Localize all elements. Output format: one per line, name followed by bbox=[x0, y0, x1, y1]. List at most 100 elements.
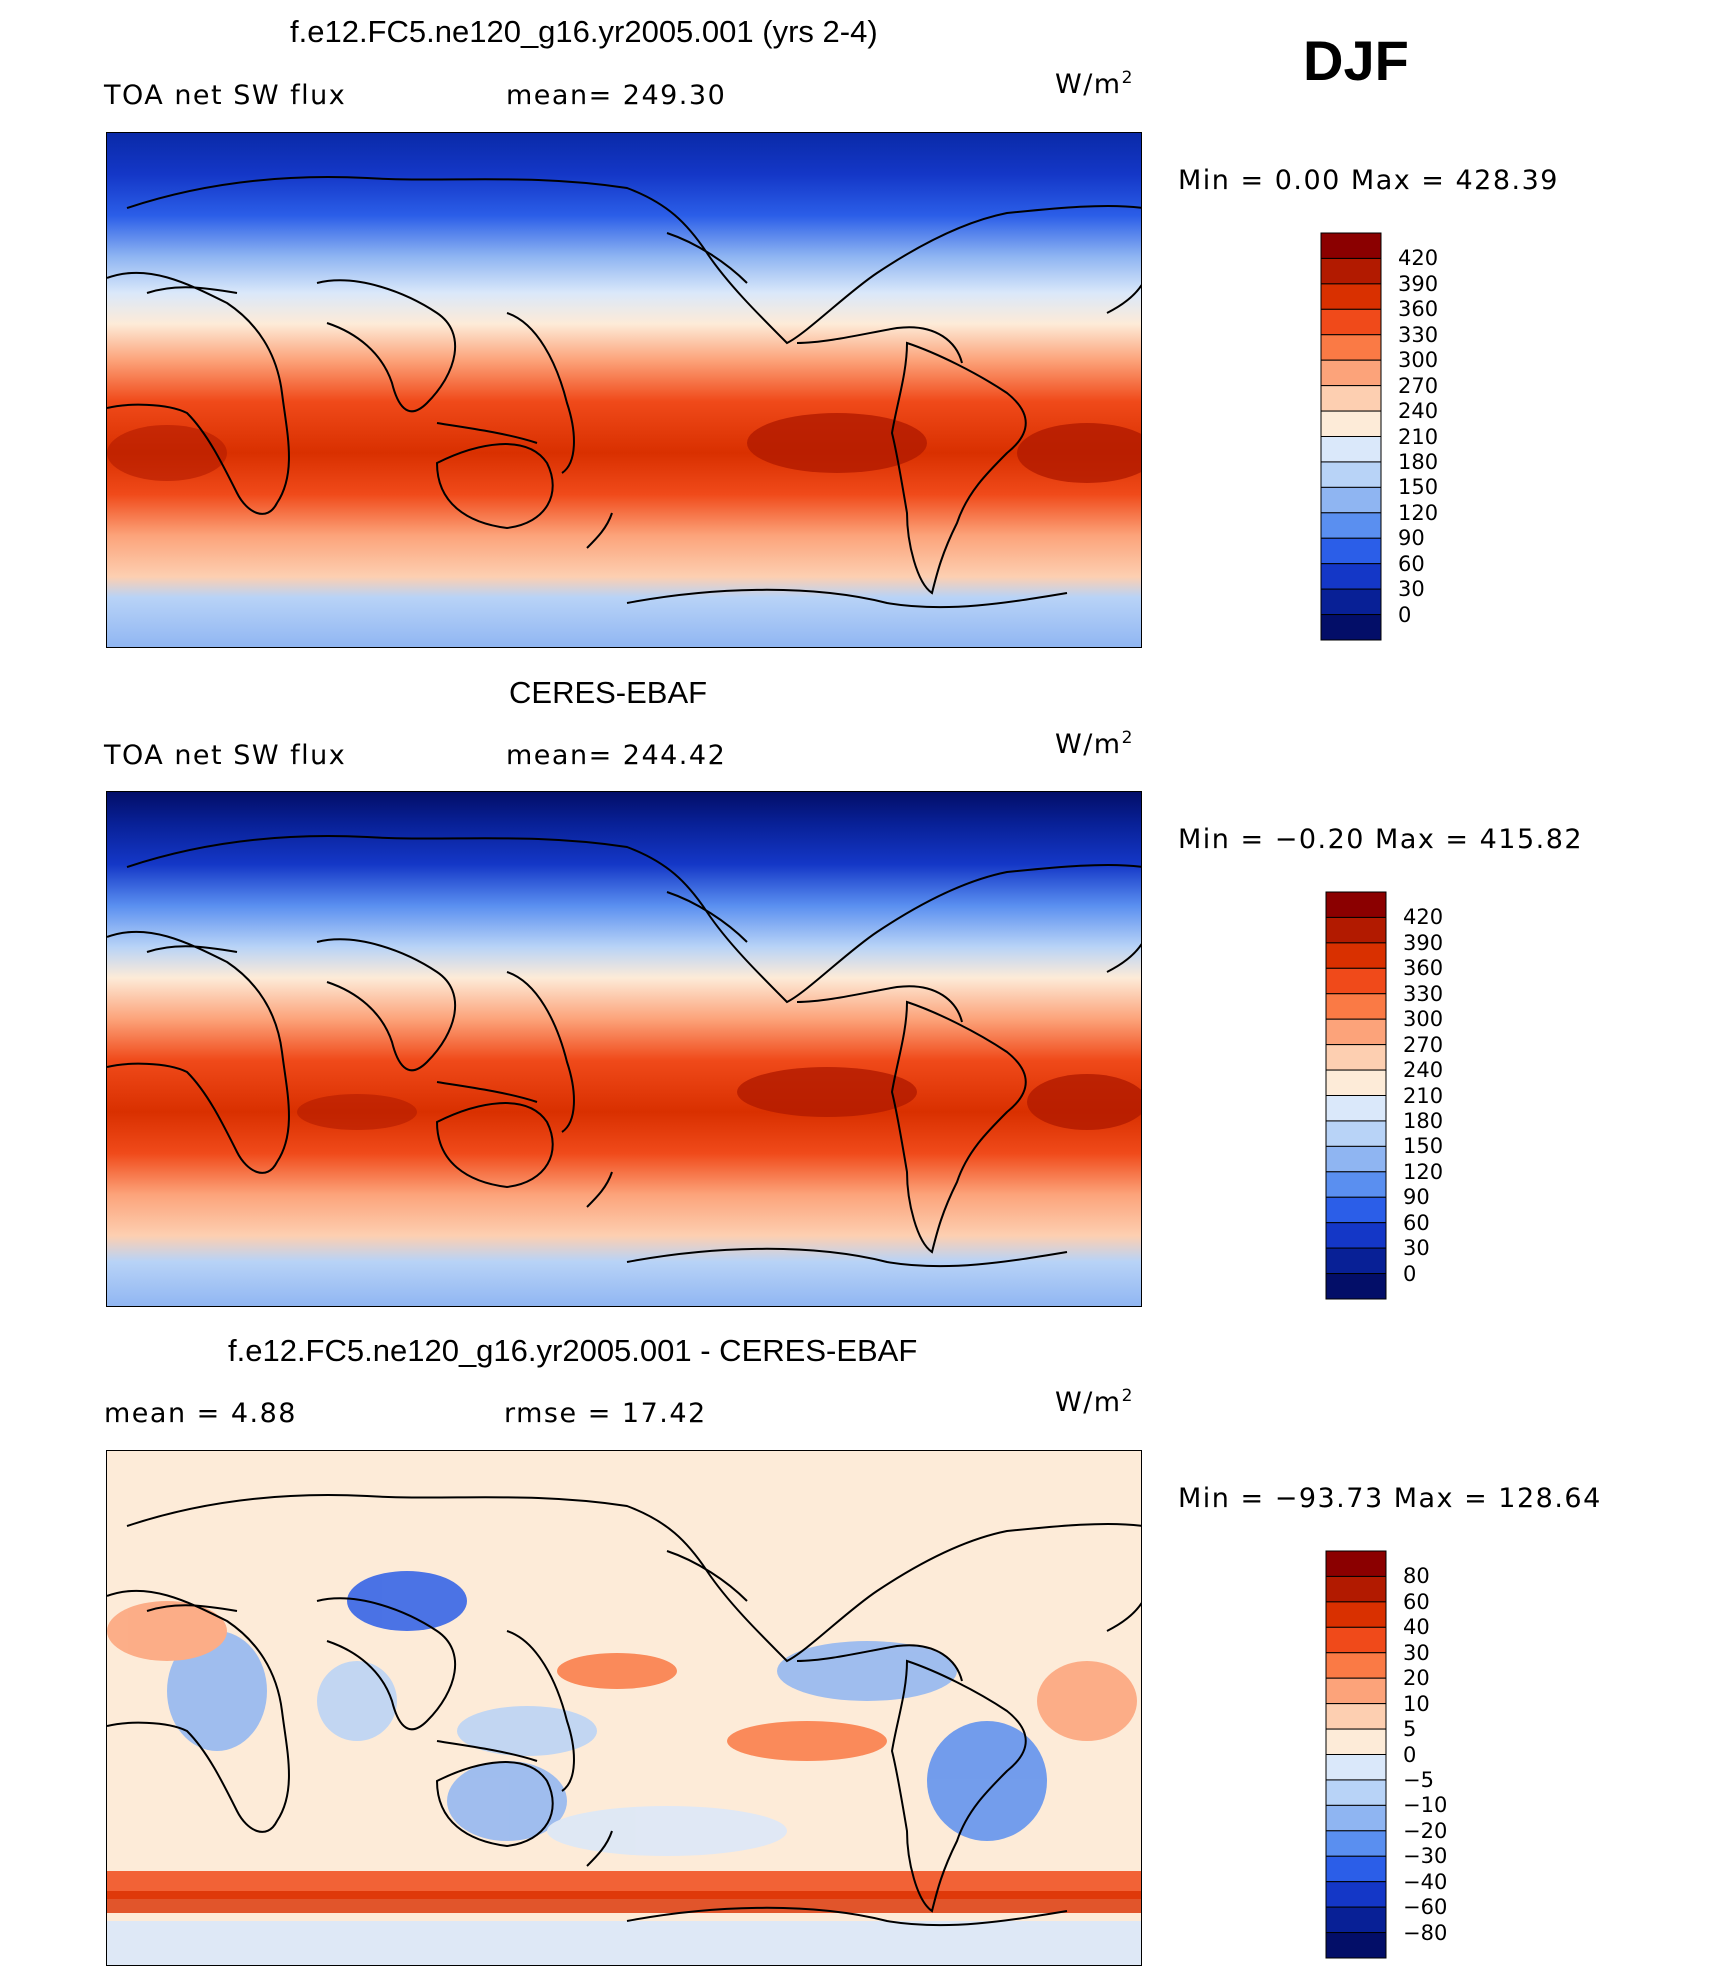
colorbar-box bbox=[1320, 257, 1382, 285]
colorbar-tick-label: 270 bbox=[1403, 1032, 1444, 1057]
colorbar-tick-label: 0 bbox=[1398, 602, 1412, 627]
panel-3-units: W/m2 bbox=[1055, 1386, 1134, 1418]
colorbar-box bbox=[1325, 1069, 1387, 1096]
colorbar-box bbox=[1320, 512, 1382, 539]
colorbar-tick-label: −20 bbox=[1403, 1818, 1448, 1843]
panel-3-minmax: Min = −93.73 Max = 128.64 bbox=[1178, 1483, 1602, 1514]
colorbar-tick-label: 210 bbox=[1398, 424, 1439, 449]
colorbar-tick-label: 5 bbox=[1403, 1717, 1417, 1742]
colorbar-box bbox=[1320, 232, 1382, 259]
colorbar-tick-label: 60 bbox=[1403, 1210, 1430, 1235]
colorbar-tick-label: 0 bbox=[1403, 1742, 1417, 1767]
colorbar-box bbox=[1325, 1550, 1387, 1577]
colorbar-box bbox=[1325, 1703, 1387, 1730]
panel-1-units: W/m2 bbox=[1055, 68, 1134, 100]
colorbar-box bbox=[1325, 1273, 1387, 1300]
panel-1-minmax: Min = 0.00 Max = 428.39 bbox=[1178, 165, 1559, 196]
colorbar-tick-label: 270 bbox=[1398, 373, 1439, 398]
colorbar-tick-label: 420 bbox=[1403, 905, 1444, 930]
season-label: DJF bbox=[1303, 29, 1409, 92]
panel-3-mean-label: mean = 4.88 bbox=[104, 1398, 297, 1429]
colorbar-box bbox=[1320, 436, 1382, 463]
colorbar-tick-label: 60 bbox=[1403, 1589, 1430, 1614]
colorbar-tick-label: 40 bbox=[1403, 1615, 1430, 1640]
colorbar-box bbox=[1325, 1145, 1387, 1173]
colorbar-tick-label: 390 bbox=[1398, 271, 1439, 296]
panel-2-variable-label: TOA net SW flux bbox=[104, 740, 347, 771]
colorbar-box bbox=[1325, 1222, 1387, 1249]
colorbar-box bbox=[1325, 916, 1387, 944]
panel-2-map bbox=[106, 791, 1142, 1307]
panel-3-map bbox=[106, 1450, 1142, 1966]
colorbar-tick-label: 20 bbox=[1403, 1666, 1430, 1691]
colorbar-box bbox=[1325, 1018, 1387, 1046]
panel-2-colorbar bbox=[1325, 891, 1387, 1300]
colorbar-box bbox=[1325, 1120, 1387, 1147]
panel-3-title: f.e12.FC5.ne120_g16.yr2005.001 - CERES-E… bbox=[228, 1333, 918, 1368]
colorbar-tick-label: 120 bbox=[1398, 500, 1439, 525]
colorbar-box bbox=[1325, 1779, 1387, 1806]
colorbar-box bbox=[1320, 334, 1382, 361]
colorbar-tick-label: 60 bbox=[1398, 551, 1425, 576]
panel-1-mean-label: mean= 249.30 bbox=[506, 80, 727, 111]
colorbar-box bbox=[1320, 461, 1382, 488]
colorbar-box bbox=[1325, 1830, 1387, 1857]
colorbar-tick-label: 30 bbox=[1403, 1236, 1430, 1261]
panel-1-variable-label: TOA net SW flux bbox=[104, 80, 347, 111]
panel-1-title: f.e12.FC5.ne120_g16.yr2005.001 (yrs 2-4) bbox=[290, 14, 878, 49]
colorbar-tick-label: 210 bbox=[1403, 1083, 1444, 1108]
colorbar-tick-label: 420 bbox=[1398, 246, 1439, 271]
colorbar-tick-label: −10 bbox=[1403, 1793, 1448, 1818]
colorbar-tick-label: 10 bbox=[1403, 1691, 1430, 1716]
colorbar-box bbox=[1325, 1804, 1387, 1832]
panel-3-colorbar bbox=[1325, 1550, 1387, 1959]
colorbar-box bbox=[1325, 1626, 1387, 1654]
colorbar-box bbox=[1320, 537, 1382, 565]
colorbar-box bbox=[1325, 1247, 1387, 1275]
colorbar-box bbox=[1325, 1881, 1387, 1908]
colorbar-tick-label: 240 bbox=[1403, 1058, 1444, 1083]
colorbar-tick-label: −80 bbox=[1403, 1920, 1448, 1945]
panel-2-units: W/m2 bbox=[1055, 728, 1134, 760]
colorbar-box bbox=[1325, 1044, 1387, 1071]
colorbar-tick-label: 80 bbox=[1403, 1564, 1430, 1589]
colorbar-box bbox=[1320, 359, 1382, 387]
colorbar-box bbox=[1325, 1677, 1387, 1705]
colorbar-tick-label: 300 bbox=[1398, 348, 1439, 373]
colorbar-box bbox=[1325, 993, 1387, 1020]
panel-1-map bbox=[106, 132, 1142, 648]
colorbar-tick-label: 0 bbox=[1403, 1261, 1417, 1286]
colorbar-box bbox=[1325, 1855, 1387, 1883]
colorbar-tick-label: 240 bbox=[1398, 399, 1439, 424]
panel-3-colorbar-boxes bbox=[1325, 1550, 1387, 1959]
colorbar-tick-label: 30 bbox=[1403, 1640, 1430, 1665]
colorbar-box bbox=[1325, 967, 1387, 995]
colorbar-tick-label: 150 bbox=[1398, 475, 1439, 500]
colorbar-box bbox=[1325, 1754, 1387, 1781]
colorbar-tick-label: 360 bbox=[1398, 297, 1439, 322]
colorbar-tick-label: 150 bbox=[1403, 1134, 1444, 1159]
colorbar-box bbox=[1320, 385, 1382, 412]
colorbar-tick-label: 90 bbox=[1403, 1185, 1430, 1210]
colorbar-box bbox=[1325, 1095, 1387, 1122]
colorbar-tick-label: 30 bbox=[1398, 577, 1425, 602]
colorbar-box bbox=[1325, 1196, 1387, 1224]
panel-2-colorbar-boxes bbox=[1325, 891, 1387, 1300]
colorbar-tick-label: −40 bbox=[1403, 1869, 1448, 1894]
colorbar-box bbox=[1320, 283, 1382, 310]
colorbar-tick-label: −60 bbox=[1403, 1895, 1448, 1920]
colorbar-box bbox=[1325, 1652, 1387, 1679]
colorbar-box bbox=[1320, 308, 1382, 336]
colorbar-box bbox=[1320, 486, 1382, 514]
colorbar-tick-label: 90 bbox=[1398, 526, 1425, 551]
colorbar-tick-label: 300 bbox=[1403, 1007, 1444, 1032]
colorbar-box bbox=[1325, 1906, 1387, 1934]
colorbar-box bbox=[1325, 1171, 1387, 1198]
panel-2-mean-label: mean= 244.42 bbox=[506, 740, 727, 771]
colorbar-tick-label: 180 bbox=[1398, 449, 1439, 474]
colorbar-tick-label: 390 bbox=[1403, 930, 1444, 955]
colorbar-box bbox=[1325, 1575, 1387, 1603]
panel-2-title: CERES-EBAF bbox=[509, 675, 708, 710]
colorbar-tick-label: 360 bbox=[1403, 956, 1444, 981]
colorbar-tick-label: 180 bbox=[1403, 1108, 1444, 1133]
